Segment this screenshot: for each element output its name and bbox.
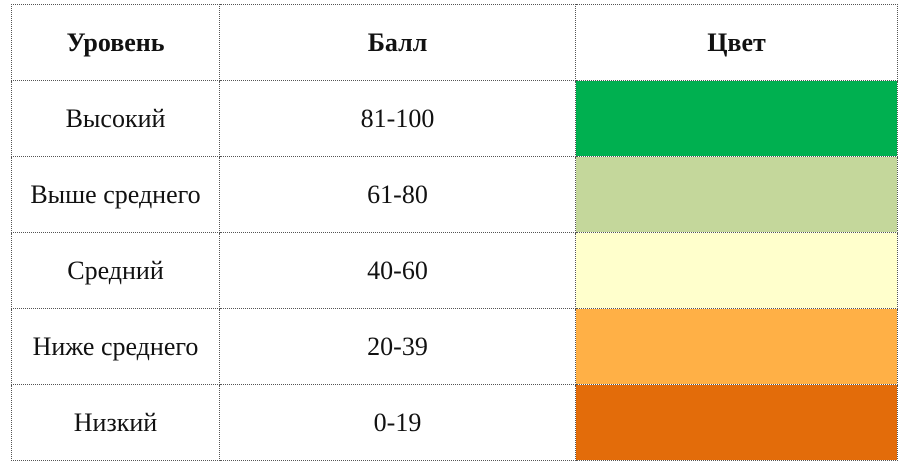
header-color: Цвет [575,4,898,81]
header-level: Уровень [11,4,220,81]
level-cell: Средний [11,232,220,309]
header-score: Балл [219,4,576,81]
color-cell [575,156,898,233]
color-swatch [576,81,897,156]
table-row: Высокий 81-100 [11,80,898,157]
table-row: Выше среднего 61-80 [11,156,898,233]
score-cell: 40-60 [219,232,576,309]
level-cell: Низкий [11,384,220,461]
table-row: Низкий 0-19 [11,384,898,461]
color-swatch [576,309,897,384]
score-cell: 20-39 [219,308,576,385]
table-row: Ниже среднего 20-39 [11,308,898,385]
level-cell: Выше среднего [11,156,220,233]
score-cell: 61-80 [219,156,576,233]
color-cell [575,80,898,157]
color-swatch [576,233,897,308]
color-swatch [576,385,897,460]
color-cell [575,308,898,385]
score-cell: 0-19 [219,384,576,461]
table-header-row: Уровень Балл Цвет [11,4,898,81]
score-level-table: Уровень Балл Цвет Высокий 81-100 Выше ср… [11,4,898,461]
table-row: Средний 40-60 [11,232,898,309]
score-cell: 81-100 [219,80,576,157]
level-cell: Высокий [11,80,220,157]
color-cell [575,384,898,461]
level-cell: Ниже среднего [11,308,220,385]
color-swatch [576,157,897,232]
color-cell [575,232,898,309]
